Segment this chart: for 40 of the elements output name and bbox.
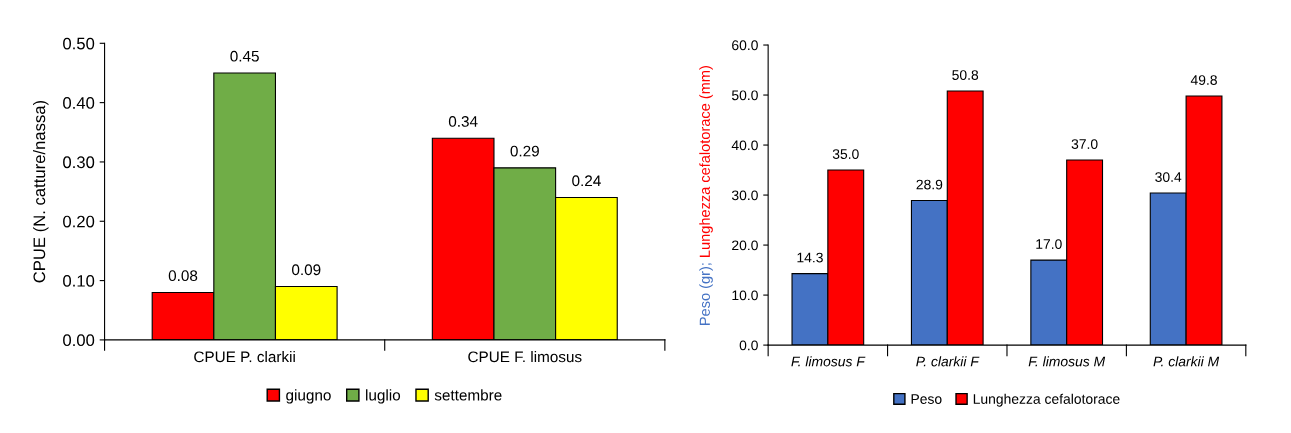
y-tick-label: 60.0 bbox=[732, 40, 758, 51]
data-label: 0.45 bbox=[230, 50, 259, 62]
x-tick-label: F. limosus F bbox=[791, 356, 866, 367]
y-tick-label: 0.10 bbox=[63, 274, 95, 287]
x-tick-label: F. limosus M bbox=[1028, 356, 1106, 367]
y-tick-label: 0.40 bbox=[63, 97, 95, 109]
y-tick-label: 50.0 bbox=[731, 90, 758, 101]
y-tick-label: 0.20 bbox=[63, 215, 95, 228]
data-label: 35.0 bbox=[832, 149, 859, 159]
y-tick-label: 20.0 bbox=[732, 240, 758, 251]
legend-label: Lunghezza cefalotorace bbox=[973, 393, 1120, 407]
legend-label: Peso bbox=[911, 394, 942, 404]
data-label: 50.8 bbox=[952, 70, 979, 80]
y-tick-label: 10.0 bbox=[732, 290, 758, 301]
data-label: 0.34 bbox=[448, 116, 478, 127]
x-tick-label: P. clarkii M bbox=[1153, 356, 1220, 367]
data-label: 30.4 bbox=[1155, 172, 1182, 182]
y-axis-title: Peso (gr); Lunghezza cefalotorace (mm) bbox=[699, 66, 713, 325]
x-tick-label: P. clarkii F bbox=[916, 356, 980, 367]
legend-label: settembre bbox=[434, 389, 502, 401]
legend-label: giugno bbox=[286, 389, 331, 404]
y-tick-label: 0.30 bbox=[63, 156, 95, 169]
x-tick-label: CPUE P. clarkii bbox=[194, 351, 295, 363]
y-tick-label: 40.0 bbox=[731, 140, 758, 151]
y-tick-label: 0.00 bbox=[63, 334, 95, 347]
data-label: 0.24 bbox=[572, 175, 601, 187]
data-label: 0.29 bbox=[510, 145, 539, 157]
y-tick-label: 0.50 bbox=[63, 37, 95, 50]
y-tick-label: 30.0 bbox=[731, 190, 758, 201]
data-label: 14.3 bbox=[797, 252, 823, 263]
y-tick-label: 0.0 bbox=[739, 340, 758, 351]
data-label: 37.0 bbox=[1071, 139, 1098, 149]
data-label: 0.09 bbox=[292, 264, 321, 276]
data-label: 49.8 bbox=[1190, 75, 1217, 85]
x-tick-label: CPUE F. limosus bbox=[468, 351, 582, 363]
data-label: 28.9 bbox=[916, 179, 943, 190]
legend-label: luglio bbox=[366, 389, 401, 404]
y-axis-title: CPUE (N. catture/nassa) bbox=[32, 100, 49, 283]
data-label: 0.08 bbox=[168, 270, 198, 282]
data-label: 17.0 bbox=[1036, 239, 1062, 249]
